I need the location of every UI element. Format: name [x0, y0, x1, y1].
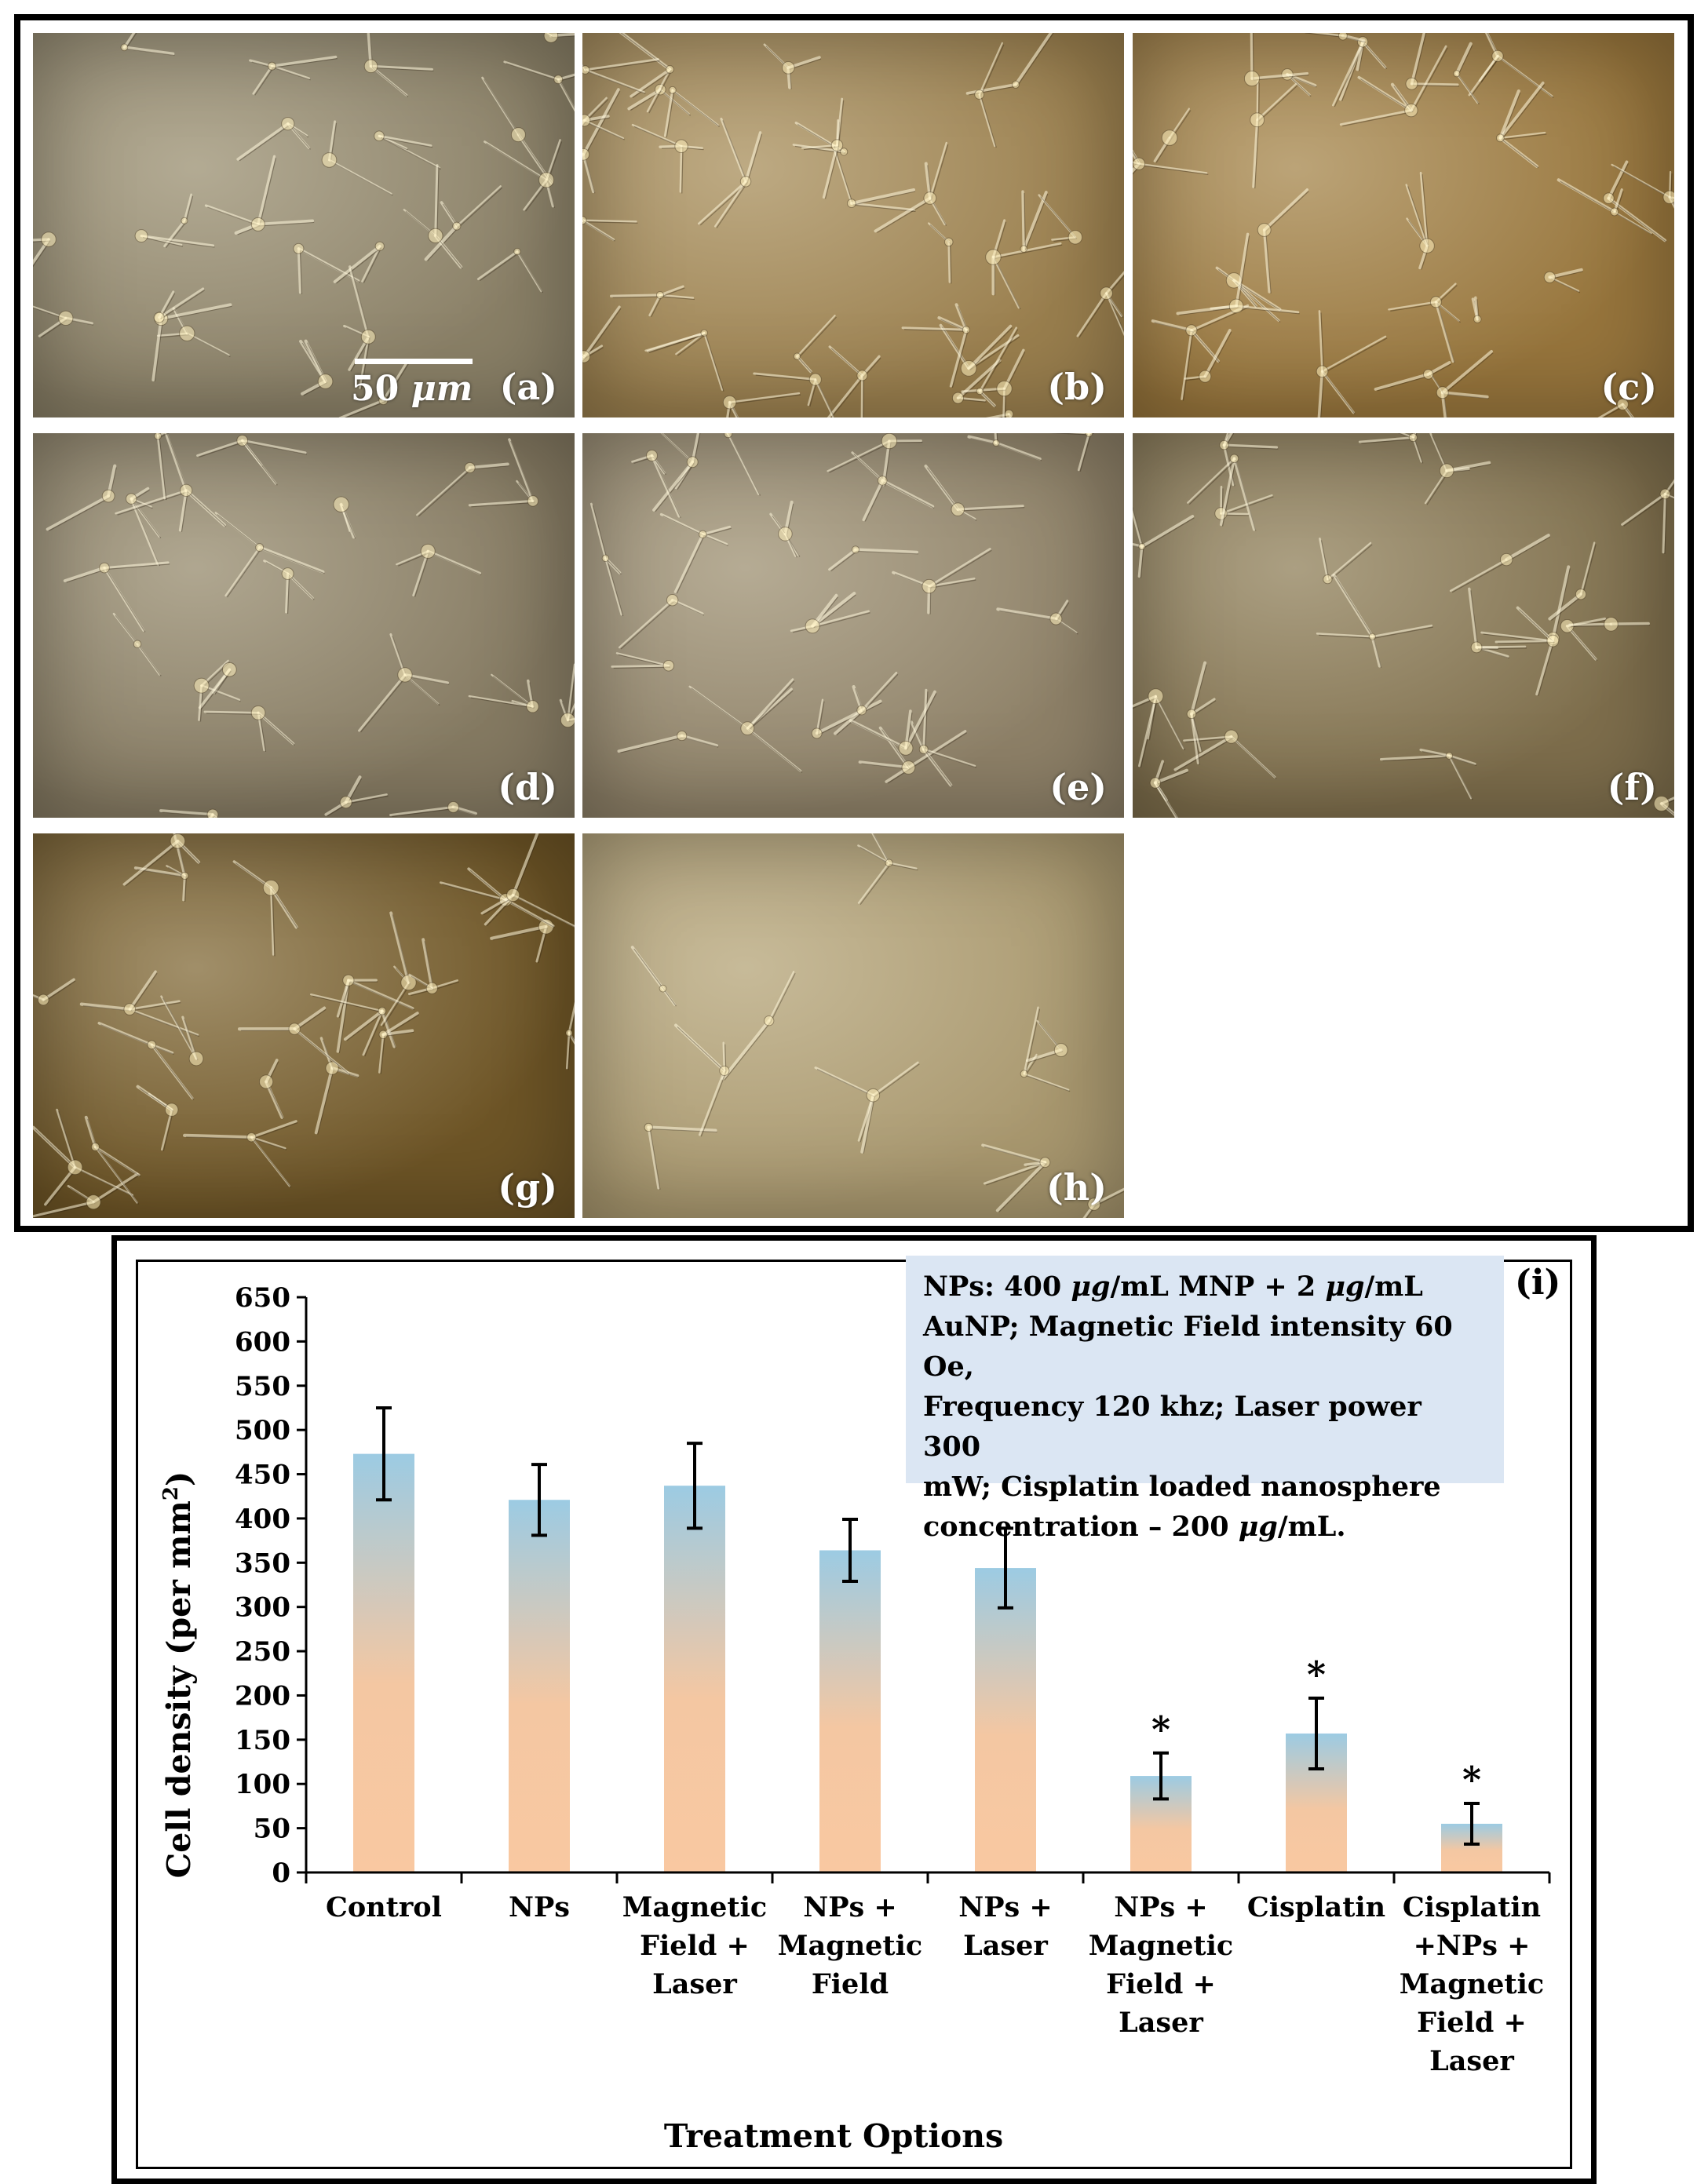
bar	[975, 1568, 1036, 1872]
y-tick-label: 150	[235, 1725, 290, 1756]
bars	[353, 1453, 1502, 1872]
bar	[819, 1550, 881, 1872]
significance-marker: *	[1307, 1653, 1326, 1696]
micrograph-label: (b)	[1047, 366, 1107, 408]
cell-texture	[589, 433, 1095, 787]
y-tick-label: 250	[235, 1636, 290, 1668]
bar	[353, 1453, 414, 1872]
y-tick-label: 200	[235, 1680, 290, 1712]
x-axis-title: Treatment Options	[664, 2117, 1003, 2155]
y-tick-label: 100	[235, 1769, 290, 1800]
y-axis-title: Cell density (per mm2)	[159, 1471, 198, 1879]
chart-panel-label: (i)	[1515, 1263, 1560, 1303]
note-line-3: Frequency 120 khz; Laser power 300	[923, 1391, 1422, 1463]
bar	[664, 1486, 725, 1872]
micrograph-label: (h)	[1046, 1166, 1107, 1209]
y-tick-label: 0	[272, 1858, 290, 1889]
y-tick-label: 600	[235, 1326, 290, 1358]
micrograph-a: (a) 50 μm	[33, 33, 575, 417]
micrograph-f: (f)	[1133, 433, 1674, 818]
y-tick-label: 500	[235, 1415, 290, 1446]
micrograph-e: (e)	[582, 433, 1124, 818]
cell-texture	[1133, 33, 1674, 417]
x-tick-label: NPs	[509, 1891, 570, 1923]
y-tick-label: 550	[235, 1371, 290, 1402]
y-tick-label: 300	[235, 1592, 290, 1624]
x-tick-label: Control	[326, 1891, 442, 1923]
chart-inner-frame	[136, 1260, 1572, 2169]
x-tick-label: Magnetic Field + Laser	[622, 1891, 767, 2000]
error-bars: * * *	[376, 1406, 1481, 1846]
micrograph-label: (e)	[1049, 766, 1107, 808]
note-line-4: mW; Cisplatin loaded nanosphere	[923, 1471, 1441, 1503]
bar-chart: * * * 0 50 100 150 200 250 300 350 400 450 500 550 600…	[159, 1263, 1560, 2155]
x-tick-label: NPs + Magnetic Field + Laser	[1089, 1891, 1233, 2039]
micrograph-c: (c)	[1133, 33, 1674, 417]
micrograph-label: (d)	[498, 766, 557, 808]
cell-texture	[33, 33, 575, 417]
cell-texture	[582, 33, 1124, 417]
y-tick-label: 350	[235, 1548, 290, 1579]
note-line-2: AuNP; Magnetic Field intensity 60 Oe,	[923, 1311, 1453, 1383]
note-line-5: concentration – 200 μg/mL.	[923, 1511, 1346, 1543]
scale-bar-label: 50 μm	[351, 369, 473, 409]
treatment-parameters-note: NPs: 400 μg/mL MNP + 2 μg/mL AuNP; Magne…	[906, 1256, 1504, 1543]
cell-texture	[46, 433, 575, 818]
micrograph-b: (b)	[582, 33, 1124, 417]
micrograph-label: (f)	[1607, 766, 1657, 808]
scale-value: 50	[351, 369, 411, 409]
x-tick-label: NPs + Magnetic Field	[778, 1891, 922, 2000]
scale-bar	[355, 359, 473, 364]
x-tick-label: Cisplatin	[1247, 1891, 1385, 1923]
cell-texture	[630, 833, 1124, 1218]
cell-texture	[33, 833, 575, 1218]
axes: 0 50 100 150 200 250 300 350 400 450 500 550 600 650 C…	[235, 1282, 1551, 2077]
scale-unit: μm	[411, 369, 473, 409]
y-tick-label: 400	[235, 1504, 290, 1535]
y-tick-label: 450	[235, 1460, 290, 1491]
micrograph-g: (g)	[33, 833, 575, 1218]
bar	[509, 1500, 570, 1872]
micrograph-label: (c)	[1600, 366, 1657, 408]
x-tick-label: NPs + Laser	[958, 1891, 1053, 1962]
micrograph-d: (d)	[33, 433, 575, 818]
micrograph-label: (g)	[498, 1166, 557, 1209]
significance-marker: *	[1462, 1759, 1481, 1801]
note-line-1: NPs: 400 μg/mL MNP + 2 μg/mL	[923, 1271, 1423, 1303]
y-tick-label: 50	[254, 1814, 290, 1845]
micrograph-label: (a)	[499, 366, 557, 408]
significance-marker: *	[1151, 1708, 1170, 1751]
micrograph-h: (h)	[582, 833, 1124, 1218]
x-tick-label: Cisplatin +NPs + Magnetic Field + Laser	[1400, 1891, 1544, 2077]
cell-texture	[1133, 433, 1674, 818]
y-tick-label: 650	[235, 1282, 290, 1314]
